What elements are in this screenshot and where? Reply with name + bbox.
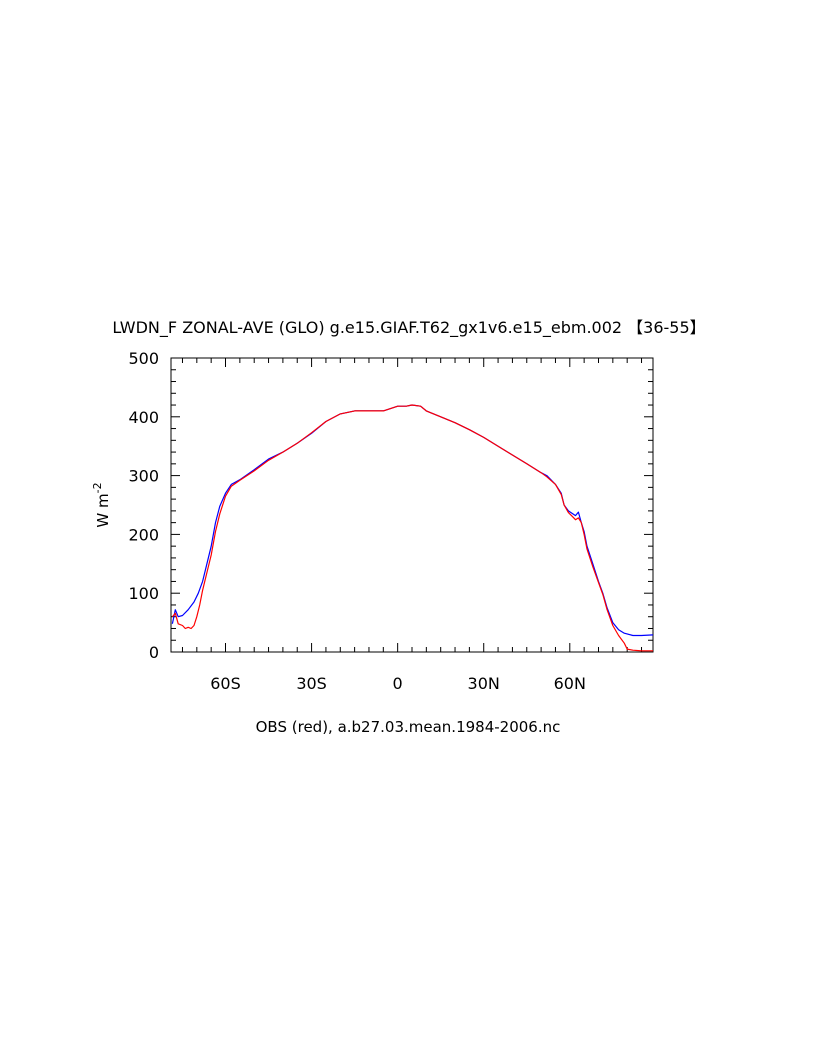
y-tick-label: 400 [128, 408, 159, 427]
series-line-blue [171, 404, 654, 637]
x-tick-label: 60S [210, 674, 241, 693]
y-tick-label: 100 [128, 584, 159, 603]
x-tick-label: 0 [393, 674, 403, 693]
y-axis-label: W m-2 [91, 482, 112, 527]
x-tick-label: 30S [296, 674, 327, 693]
series-line-red [171, 404, 653, 652]
y-tick-label: 0 [149, 643, 159, 662]
x-tick-label: 30N [468, 674, 500, 693]
y-axis-label-text: W m [94, 493, 112, 527]
x-tick-label: 60N [554, 674, 586, 693]
x-axis-label: OBS (red), a.b27.03.mean.1984-2006.nc [256, 718, 561, 736]
y-tick-label: 200 [128, 525, 159, 544]
y-axis-label-superscript: -2 [91, 482, 104, 493]
plot-frame [170, 357, 654, 653]
chart-title: LWDN_F ZONAL-AVE (GLO) g.e15.GIAF.T62_gx… [112, 318, 705, 338]
y-tick-label: 500 [128, 349, 159, 368]
y-tick-label: 300 [128, 467, 159, 486]
